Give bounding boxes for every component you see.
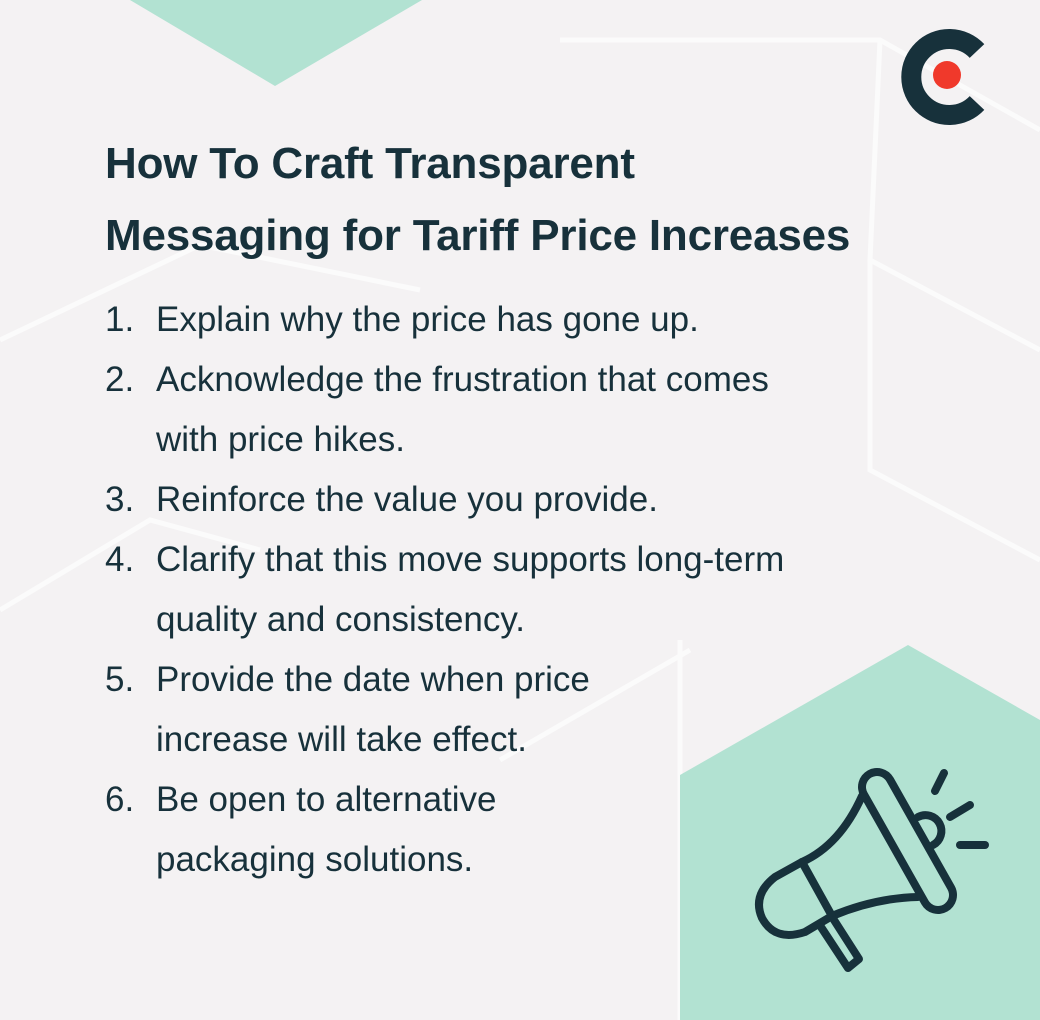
top-green-triangle (130, 0, 422, 86)
item-text: Explain why the price has gone up. (156, 290, 699, 350)
item-text: Be open to alternative packaging solution… (156, 770, 497, 890)
item-number: 6. (105, 780, 135, 819)
item-text: Clarify that this move supports long-ter… (156, 530, 784, 650)
list-item: 5. Provide the date when price increase wi… (105, 650, 784, 770)
item-text: Acknowledge the frustration that comes wi… (156, 350, 769, 470)
page-title: How To Craft Transparent Messaging for T… (105, 128, 850, 272)
steps-list: 1. Explain why the price has gone up. 2. Ac… (105, 290, 784, 890)
item-number: 1. (105, 300, 135, 339)
item-number: 4. (105, 540, 135, 579)
item-number: 3. (105, 480, 135, 519)
list-item: 3. Reinforce the value you provide. (105, 470, 784, 530)
megaphone-icon (755, 768, 989, 972)
title-line-2: Messaging for Tariff Price Increases (105, 211, 851, 260)
item-text-line: Acknowledge the frustration that comes (156, 360, 769, 399)
item-number: 2. (105, 360, 135, 399)
item-text-line: packaging solutions. (156, 840, 474, 879)
list-item: 4. Clarify that this move supports long-t… (105, 530, 784, 650)
item-text: Provide the date when price increase will… (156, 650, 590, 770)
item-text-line: Clarify that this move supports long-ter… (156, 540, 785, 579)
list-item: 6. Be open to alternative packaging soluti… (105, 770, 784, 890)
item-text-line: Be open to alternative (156, 780, 497, 819)
item-number: 5. (105, 660, 135, 699)
item-text-line: Provide the date when price (156, 660, 590, 699)
item-text-line: quality and consistency. (156, 600, 526, 639)
item-text-line: Explain why the price has gone up. (156, 300, 699, 339)
item-text-line: Reinforce the value you provide. (156, 480, 658, 519)
item-text-line: increase will take effect. (156, 720, 527, 759)
hexagon-lines (0, 37, 1040, 1020)
list-item: 1. Explain why the price has gone up. (105, 290, 784, 350)
title-line-1: How To Craft Transparent (105, 139, 635, 188)
item-text-line: with price hikes. (156, 420, 405, 459)
item-text: Reinforce the value you provide. (156, 470, 658, 530)
logo (901, 29, 985, 125)
list-item: 2. Acknowledge the frustration that comes… (105, 350, 784, 470)
